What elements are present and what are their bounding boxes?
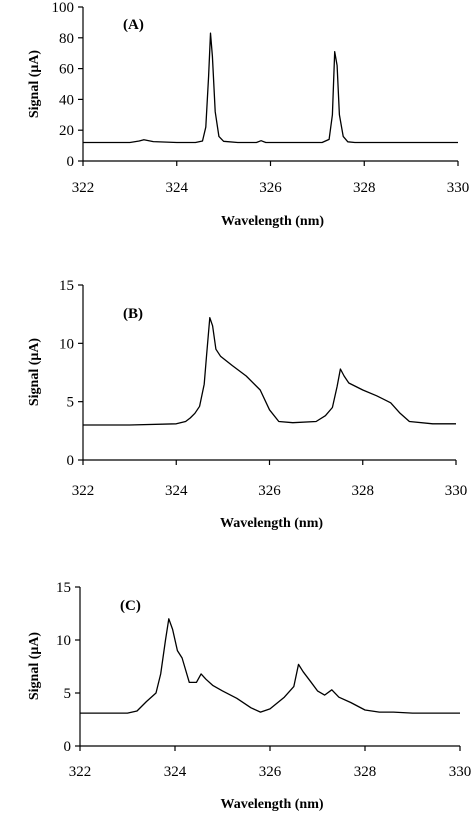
y-tick-label: 0 xyxy=(67,154,75,170)
x-tick-label: 324 xyxy=(165,483,188,499)
y-tick-label: 0 xyxy=(64,739,72,755)
x-tick-label: 330 xyxy=(449,764,472,780)
y-tick-label: 5 xyxy=(64,686,72,702)
x-tick-label: 326 xyxy=(258,483,281,499)
x-tick-label: 322 xyxy=(69,764,92,780)
x-tick-label: 330 xyxy=(445,483,468,499)
panel-label: (A) xyxy=(123,17,144,33)
x-tick-label: 328 xyxy=(352,483,375,499)
panel-label: (C) xyxy=(120,598,141,614)
panel-label: (B) xyxy=(123,306,143,322)
chart-panel-2: 0 5 10 15 322 324 326 328 330 Wavelength (nm) Sign… xyxy=(27,278,467,531)
x-axis-label: Wavelength (nm) xyxy=(220,516,323,531)
y-tick-label: 10 xyxy=(59,336,74,352)
series-line xyxy=(83,32,458,144)
x-tick-label: 328 xyxy=(353,180,376,196)
series-line xyxy=(83,317,456,426)
x-axis-label: Wavelength (nm) xyxy=(221,214,324,229)
chart-panel-1: 0 20 40 60 80 100 322 324 326 328 330 Wavelength (n… xyxy=(27,0,469,229)
y-axis-label: Signal (μA) xyxy=(27,632,42,701)
y-tick-label: 0 xyxy=(67,453,75,469)
x-tick-label: 328 xyxy=(354,764,377,780)
chart-panel-3: 0 5 10 15 322 324 326 328 330 Wavelength (nm) Sign… xyxy=(27,580,471,812)
y-axis-label: Signal (μA) xyxy=(27,50,42,119)
y-tick-label: 15 xyxy=(59,278,74,294)
x-tick-label: 324 xyxy=(164,764,187,780)
y-tick-label: 80 xyxy=(59,31,74,47)
series-line xyxy=(80,618,460,714)
y-tick-label: 15 xyxy=(56,580,71,596)
y-tick-label: 60 xyxy=(59,62,74,78)
x-tick-label: 330 xyxy=(447,180,470,196)
y-axis-label: Signal (μA) xyxy=(27,338,42,407)
x-tick-label: 324 xyxy=(166,180,189,196)
y-tick-label: 20 xyxy=(59,123,74,139)
y-tick-label: 10 xyxy=(56,633,71,649)
x-tick-label: 326 xyxy=(259,764,282,780)
x-tick-label: 322 xyxy=(72,483,95,499)
y-tick-label: 5 xyxy=(67,395,75,411)
x-tick-label: 322 xyxy=(72,180,95,196)
x-axis-label: Wavelength (nm) xyxy=(220,797,323,812)
y-tick-label: 40 xyxy=(59,92,74,108)
x-tick-label: 326 xyxy=(259,180,282,196)
y-tick-label: 100 xyxy=(52,0,75,16)
